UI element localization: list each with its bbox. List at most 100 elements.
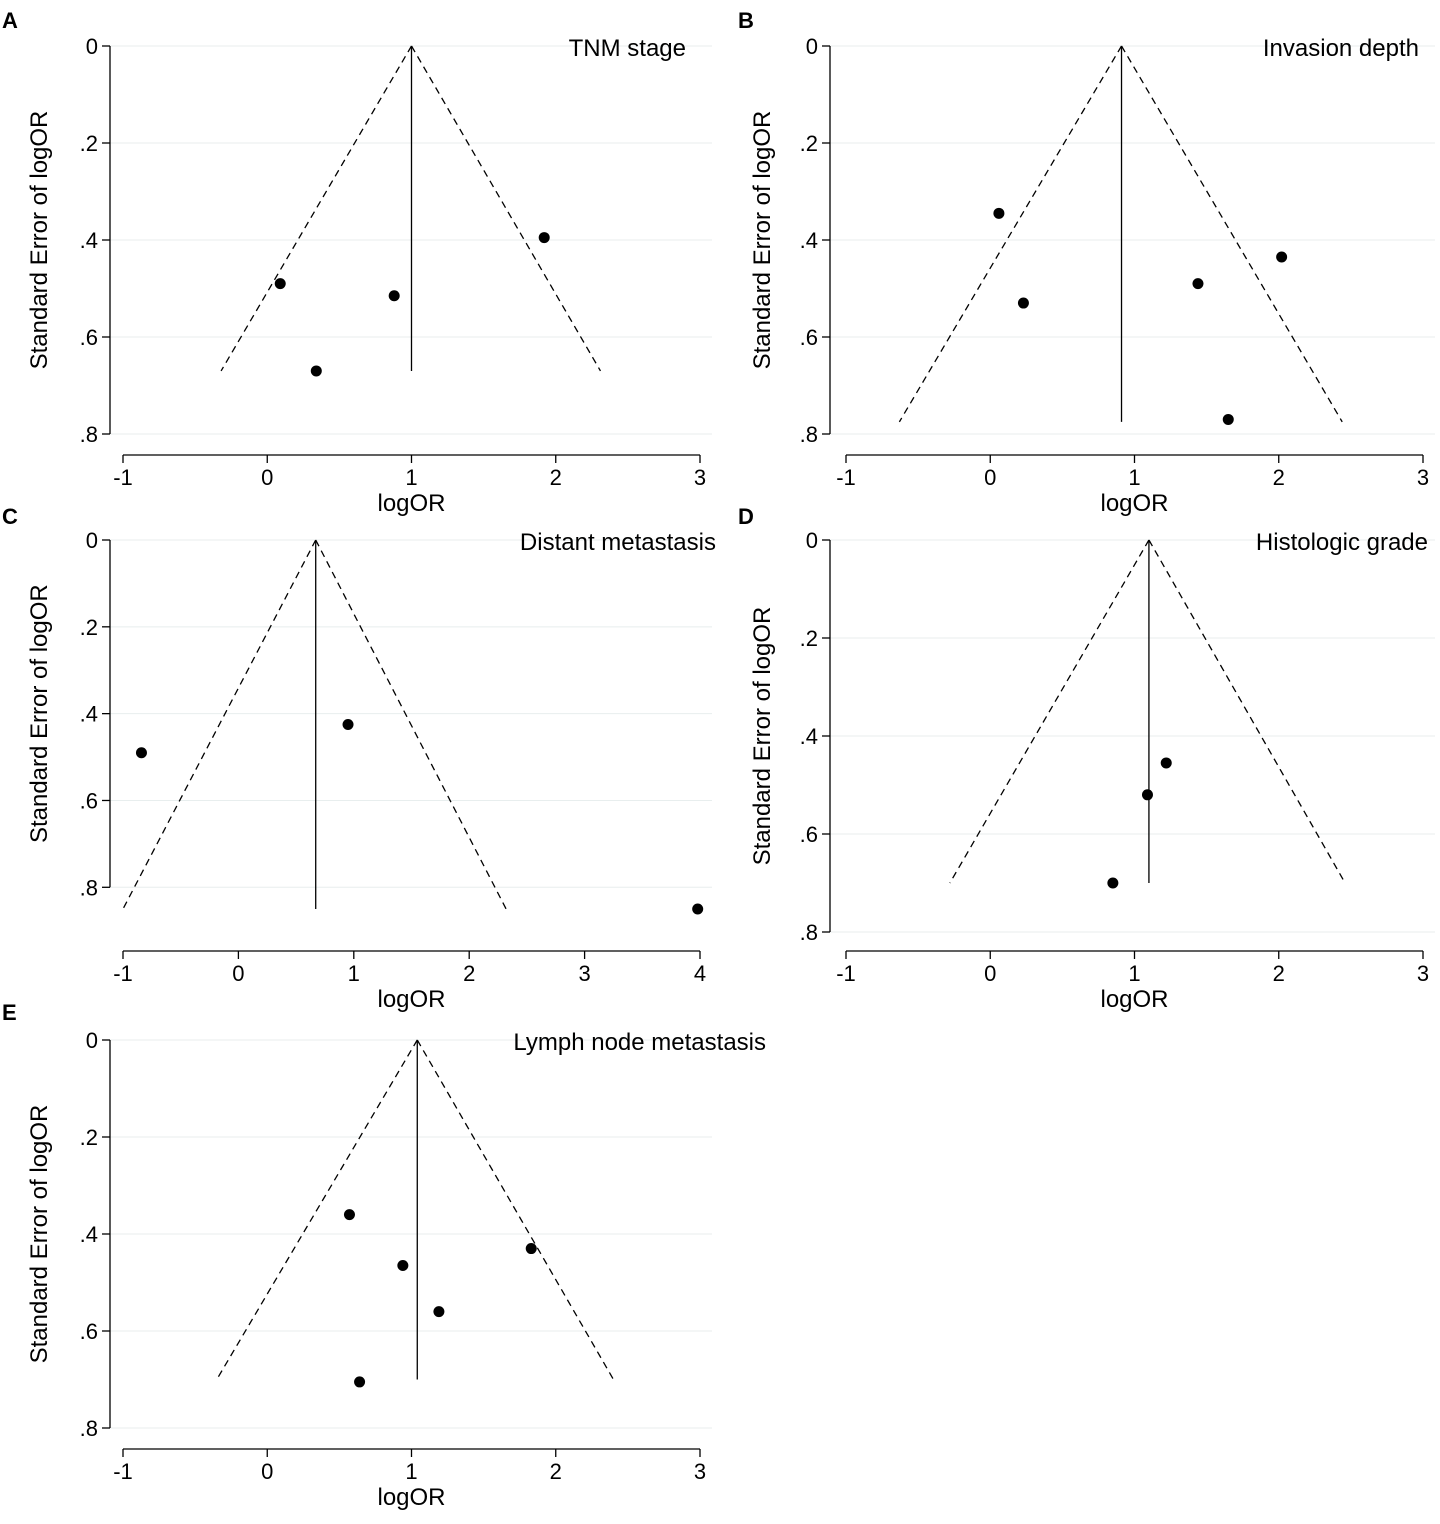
study-point xyxy=(538,232,550,244)
x-tick-label: 2 xyxy=(550,465,562,490)
y-tick-label: .2 xyxy=(80,615,98,640)
chart-title: Distant metastasis xyxy=(520,529,716,556)
y-tick-label: .6 xyxy=(800,822,818,847)
study-point xyxy=(1160,757,1172,769)
study-point xyxy=(692,903,704,915)
y-tick-label: 0 xyxy=(86,1028,98,1053)
y-axis-title: Standard Error of logOR xyxy=(26,1105,53,1364)
chart-title: Invasion depth xyxy=(1263,35,1419,62)
x-tick-label: -1 xyxy=(836,465,856,490)
y-tick-label: .4 xyxy=(80,228,98,253)
chart-title: Histologic grade xyxy=(1256,529,1428,556)
y-tick-label: 0 xyxy=(86,34,98,59)
x-tick-label: 1 xyxy=(348,961,360,986)
y-tick-label: .4 xyxy=(80,1222,98,1247)
panel-b: 0 .2 .4 .6 .8 -1 0 1 2 3 logOR Standard Error of lo… xyxy=(738,8,1435,517)
y-tick-label: .4 xyxy=(80,702,98,727)
y-tick-label: .8 xyxy=(80,422,98,447)
panel-d: 0 .2 .4 .6 .8 -1 0 1 2 3 logOR Standard Error of lo… xyxy=(738,504,1435,1013)
x-tick-label: 3 xyxy=(578,961,590,986)
study-point xyxy=(310,365,322,377)
x-tick-label: 2 xyxy=(550,1459,562,1484)
funnel-right-ci-line xyxy=(315,539,507,910)
x-tick-label: 0 xyxy=(984,961,996,986)
y-axis-title: Standard Error of logOR xyxy=(26,111,53,370)
funnel-right-ci-line xyxy=(410,45,602,372)
chart-title: TNM stage xyxy=(569,35,686,62)
study-point xyxy=(1222,413,1234,425)
x-tick-label: 1 xyxy=(405,1459,417,1484)
x-tick-label: 0 xyxy=(984,465,996,490)
y-tick-label: .6 xyxy=(800,325,818,350)
study-point xyxy=(135,747,147,759)
y-tick-label: .6 xyxy=(80,788,98,813)
y-tick-label: .2 xyxy=(80,1125,98,1150)
x-tick-label: 2 xyxy=(463,961,475,986)
study-point xyxy=(525,1243,537,1255)
panel-a: 0 .2 .4 .6 .8 -1 0 1 2 3 logOR Standard Error of lo… xyxy=(2,8,712,517)
y-tick-label: .6 xyxy=(80,325,98,350)
x-tick-label: 3 xyxy=(1417,465,1429,490)
study-point xyxy=(354,1376,366,1388)
y-tick-label: .8 xyxy=(80,875,98,900)
funnel-left-ci-line xyxy=(949,539,1150,884)
y-axis-title: Standard Error of logOR xyxy=(749,607,776,866)
study-point xyxy=(274,278,286,290)
x-tick-label: 0 xyxy=(232,961,244,986)
funnel-right-ci-line xyxy=(416,1039,615,1380)
x-tick-label: 1 xyxy=(1128,465,1140,490)
x-axis-title: logOR xyxy=(1100,490,1168,517)
panel-letter: A xyxy=(2,8,18,33)
study-point xyxy=(993,207,1005,219)
chart-title: Lymph node metastasis xyxy=(513,1029,766,1056)
y-tick-label: 0 xyxy=(86,528,98,553)
y-tick-label: .2 xyxy=(80,131,98,156)
funnel-left-ci-line xyxy=(216,1039,418,1380)
panel-e: 0 .2 .4 .6 .8 -1 0 1 2 3 logOR Standard Error of lo… xyxy=(2,1000,766,1511)
study-point xyxy=(1107,877,1119,889)
study-point xyxy=(433,1306,445,1318)
x-tick-label: 0 xyxy=(261,1459,273,1484)
y-tick-label: .6 xyxy=(80,1319,98,1344)
x-tick-label: 3 xyxy=(694,465,706,490)
funnel-left-ci-line xyxy=(898,45,1123,423)
y-tick-label: .8 xyxy=(800,920,818,945)
panel-letter: C xyxy=(2,504,18,529)
study-point xyxy=(342,719,354,730)
y-tick-label: .4 xyxy=(800,228,818,253)
study-point xyxy=(343,1209,355,1221)
study-point xyxy=(397,1260,409,1272)
x-tick-label: -1 xyxy=(113,465,133,490)
funnel-left-ci-line xyxy=(122,539,317,910)
x-tick-label: 4 xyxy=(694,961,706,986)
x-tick-label: 1 xyxy=(405,465,417,490)
x-tick-label: 2 xyxy=(1273,961,1285,986)
panel-letter: D xyxy=(738,504,754,529)
x-tick-label: -1 xyxy=(113,961,133,986)
y-axis-title: Standard Error of logOR xyxy=(749,111,776,370)
funnel-right-ci-line xyxy=(1148,539,1346,884)
x-tick-label: -1 xyxy=(113,1459,133,1484)
x-axis-title: logOR xyxy=(1100,986,1168,1013)
y-tick-label: .8 xyxy=(800,422,818,447)
x-tick-label: -1 xyxy=(836,961,856,986)
y-tick-label: .8 xyxy=(80,1416,98,1441)
y-tick-label: .2 xyxy=(800,131,818,156)
x-tick-label: 2 xyxy=(1273,465,1285,490)
x-tick-label: 3 xyxy=(694,1459,706,1484)
x-axis-title: logOR xyxy=(377,986,445,1013)
x-tick-label: 3 xyxy=(1417,961,1429,986)
y-axis-title: Standard Error of logOR xyxy=(26,584,53,843)
y-tick-label: 0 xyxy=(806,528,818,553)
panel-letter: B xyxy=(738,8,754,33)
x-axis-title: logOR xyxy=(377,490,445,517)
y-tick-label: .2 xyxy=(800,626,818,651)
y-tick-label: .4 xyxy=(800,724,818,749)
study-point xyxy=(1276,251,1288,263)
study-point xyxy=(1141,789,1153,801)
y-tick-label: 0 xyxy=(806,34,818,59)
study-point xyxy=(388,290,400,302)
panel-letter: E xyxy=(2,1000,17,1025)
x-axis-title: logOR xyxy=(377,1484,445,1511)
